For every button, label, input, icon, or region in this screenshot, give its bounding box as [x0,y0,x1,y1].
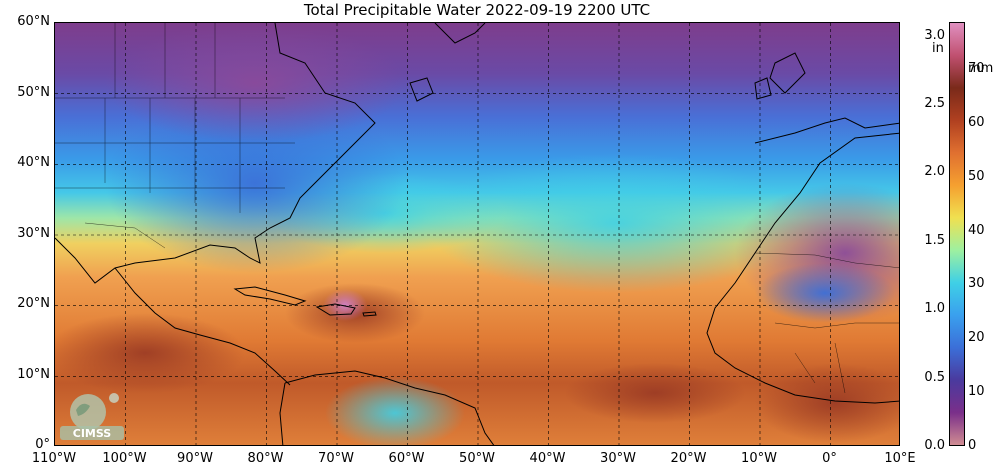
lat-label-60n: 60°N [17,14,50,29]
lon-label-100w: 100°W [102,451,147,466]
colorbar-in-tick: 3.0 [924,27,945,43]
colorbar-unit-in: in [932,41,944,56]
map-canvas [55,23,899,445]
colorbar [949,22,965,446]
colorbar-mm-tick: 10 [968,384,985,400]
lon-label-40w: 40°W [529,451,566,466]
itcz-moist [565,363,745,423]
colorbar-mm-tick: 20 [968,330,985,346]
lon-label-10w: 10°W [741,451,777,466]
lon-label-50w: 50°W [459,451,495,466]
map-title: Total Precipitable Water 2022-09-19 2200… [303,1,651,19]
sahel-blue [755,263,895,323]
lon-label-70w: 70°W [318,451,354,466]
colorbar-mm-tick: 70 [968,61,985,77]
pacific-moist [55,313,245,393]
colorbar-in-tick: 1.0 [924,301,945,317]
colorbar-mm-tick: 40 [968,222,985,238]
lat-label-50n: 50°N [17,85,50,100]
lon-label-110w: 110°W [31,451,77,466]
west-africa-moist [755,363,899,443]
lat-label-10n: 10°N [17,367,50,382]
colorbar-unit-mm: mm [968,61,994,76]
coastlines [55,23,899,445]
lat-label-30n: 30°N [17,226,50,241]
precipitable-water-map [54,22,900,446]
colorbar-mm-tick: 50 [968,168,985,184]
graticule [55,23,899,445]
colorbar-in-tick: 2.0 [924,164,945,180]
colorbar-in-tick: 1.5 [924,232,945,248]
lon-label-60w: 60°W [388,451,425,466]
globe-icon [70,394,106,430]
lon-label-90w: 90°W [177,451,213,466]
cimss-logo: CIMSS [58,390,128,442]
atlantic-dry-region [425,153,805,293]
lon-label-0: 0° [822,451,837,466]
political-borders [55,23,899,394]
colorbar-mm-tick: 30 [968,276,985,292]
colorbar-mm-tick: 0 [968,438,977,453]
colorbar-in-tick: 0.5 [924,369,945,385]
logo-text: CIMSS [73,427,112,440]
lat-label-0: 0° [35,437,50,452]
lon-label-30w: 30°W [600,451,636,466]
lon-label-10e: 10°E [884,451,916,466]
lat-label-20n: 20°N [17,296,50,311]
north-america-dry [105,93,405,273]
lon-label-80w: 80°W [247,451,284,466]
canada-very-dry [105,23,405,143]
lat-label-40n: 40°N [17,155,50,170]
hurricane-fiona-core [323,289,367,321]
colorbar-in-tick: 2.5 [924,96,945,112]
lon-label-20w: 20°W [670,451,707,466]
colorbar-mm-tick: 60 [968,114,985,130]
colorbar-in-tick: 0.0 [924,438,945,453]
south-america-field [325,377,465,445]
satellite-icon [109,393,119,403]
